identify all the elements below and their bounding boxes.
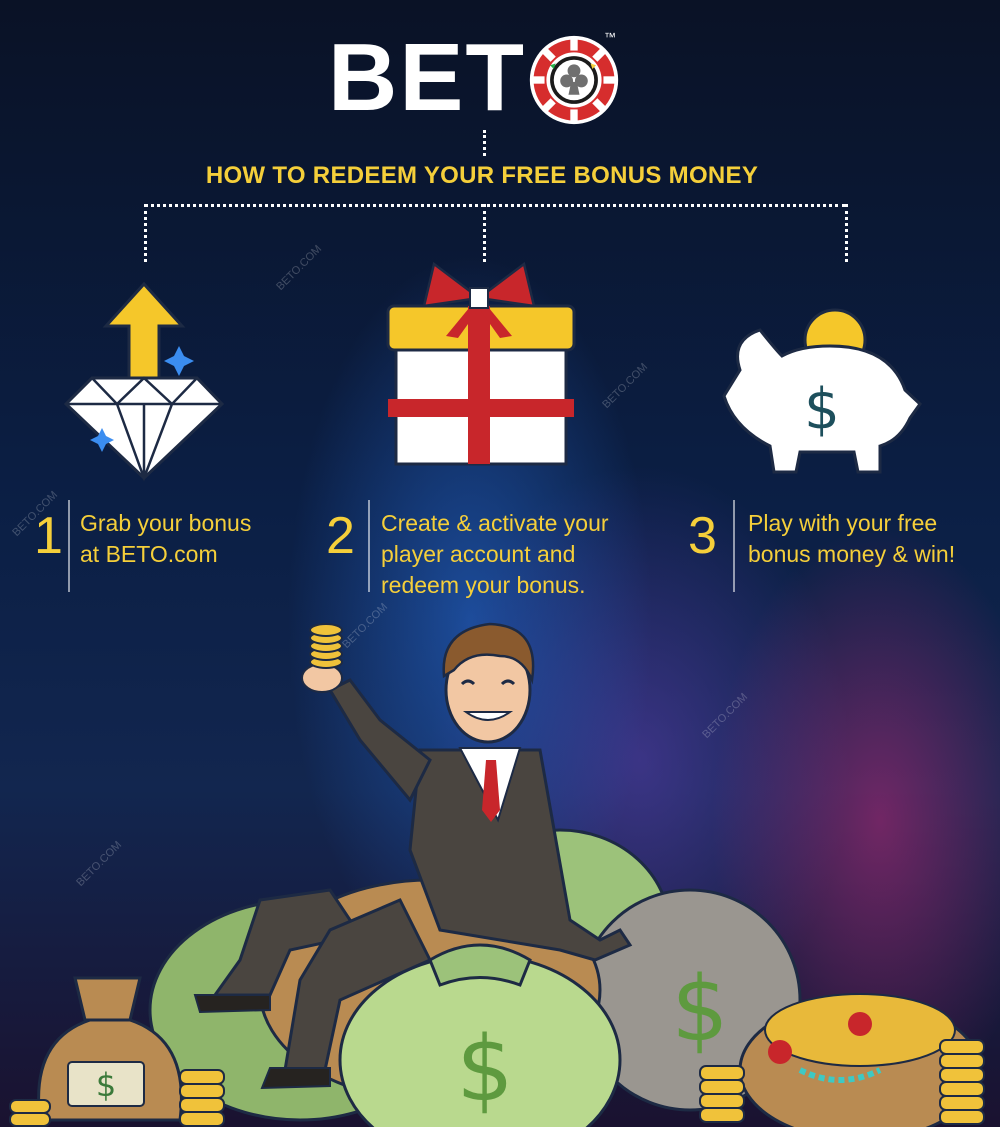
step-3-text: Play with your free bonus money & win! [748, 508, 955, 570]
step-1-number: 1 [34, 507, 63, 565]
svg-text:$: $ [804, 377, 840, 442]
connector-right [845, 204, 848, 262]
piggy-bank-icon: $ [722, 308, 922, 474]
svg-text:$: $ [456, 1017, 513, 1122]
gift-box-icon [386, 261, 576, 466]
svg-text:$: $ [96, 1066, 116, 1104]
step-3-line-1: Play with your free [748, 510, 938, 536]
watermark: BETO.COM [600, 361, 651, 411]
step-2-number: 2 [326, 507, 355, 565]
svg-text:$: $ [671, 957, 728, 1062]
connector-middle [483, 204, 486, 262]
page-title: HOW TO REDEEM YOUR FREE BONUS MONEY [205, 162, 759, 189]
step-3-divider [733, 500, 735, 592]
poker-chip-icon [529, 35, 619, 125]
watermark: BETO.COM [274, 243, 325, 293]
step-1-divider [68, 500, 70, 592]
connector-top [483, 130, 486, 156]
step-2-line-3: redeem your bonus. [381, 572, 586, 598]
step-1-line-2: at BETO.com [80, 541, 218, 567]
step-3-number: 3 [688, 507, 717, 565]
diamond-arrow-icon [63, 281, 225, 482]
trademark-symbol: ™ [604, 30, 616, 44]
step-2-line-2: player account and [381, 541, 576, 567]
step-2-text: Create & activate your player account an… [381, 508, 609, 601]
step-1-text: Grab your bonus at BETO.com [80, 508, 251, 570]
connector-left [144, 204, 147, 262]
step-3-line-2: bonus money & win! [748, 541, 956, 567]
step-2-divider [368, 500, 370, 592]
step-1-line-1: Grab your bonus [80, 510, 252, 536]
businessman-money-bags-illustration: $ $ $ [9, 622, 985, 1127]
step-2-line-1: Create & activate your [381, 510, 609, 536]
brand-logo-text: BET [328, 24, 526, 131]
connector-horizontal [144, 204, 846, 207]
